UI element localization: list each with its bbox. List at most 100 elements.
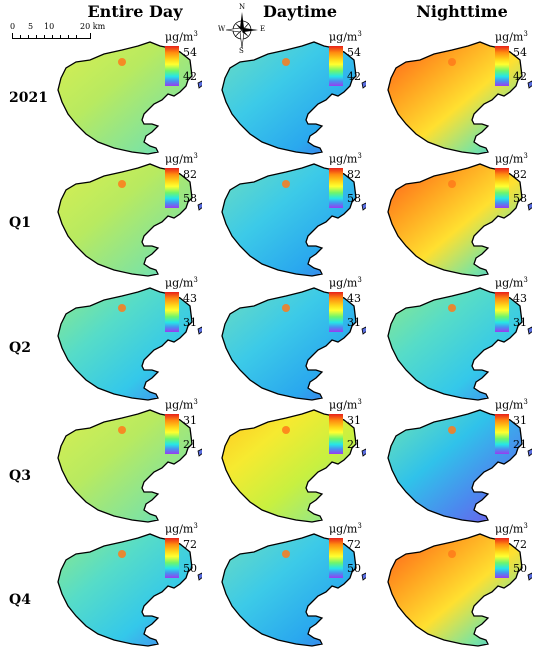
region-outline <box>221 287 357 401</box>
map-panel-2021-daytime <box>216 38 368 156</box>
scale-bar: 0 5 10 20 km <box>8 22 120 48</box>
compass-e-label: E <box>260 25 266 33</box>
map-panel-q4-daytime <box>216 530 368 648</box>
map-panel-q3-entire-day <box>52 406 204 524</box>
islet-shape <box>361 80 368 89</box>
scale-tick-20: 20 km <box>80 22 106 31</box>
legend-max-value: 43 <box>513 292 527 305</box>
legend-min-value: 58 <box>347 192 361 205</box>
compass-s-label: S <box>239 47 244 55</box>
row-label-q4: Q4 <box>9 592 31 608</box>
legend-color-bar <box>165 292 179 332</box>
legend-min-value: 58 <box>513 192 527 205</box>
islet-shape <box>361 326 368 335</box>
legend-max-value: 31 <box>183 414 197 427</box>
map-panel-q4-entire-day <box>52 530 204 648</box>
hotspot-marker <box>282 180 290 188</box>
legend-max-value: 72 <box>347 538 361 551</box>
region-fill <box>388 164 522 276</box>
legend-unit-label: μg/m3 <box>495 398 528 412</box>
column-header-entire-day: Entire Day <box>87 2 183 21</box>
region-outline <box>57 163 193 277</box>
scale-tick-10: 10 <box>44 22 55 31</box>
legend-color-bar <box>495 46 509 86</box>
region-fill <box>58 288 192 400</box>
legend-unit-label: μg/m3 <box>495 30 528 44</box>
legend-max-value: 72 <box>183 538 197 551</box>
map-panel-q3-nighttime <box>382 406 534 524</box>
map-panel-q1-daytime <box>216 160 368 278</box>
legend-min-value: 21 <box>183 438 197 451</box>
legend-max-value: 54 <box>183 46 197 59</box>
legend-color-bar <box>165 46 179 86</box>
map-panel-2021-nighttime <box>382 38 534 156</box>
region-fill <box>222 288 356 400</box>
region-fill <box>388 288 522 400</box>
hotspot-marker <box>448 304 456 312</box>
islet-shape <box>527 326 534 335</box>
scale-tick-0: 0 <box>10 22 16 31</box>
region-outline <box>221 533 357 647</box>
region-fill <box>58 164 192 276</box>
legend-max-value: 43 <box>347 292 361 305</box>
legend-unit-label: μg/m3 <box>329 30 362 44</box>
legend-color-bar <box>329 46 343 86</box>
legend-min-value: 21 <box>347 438 361 451</box>
legend-min-value: 50 <box>183 562 197 575</box>
scale-line <box>12 38 90 39</box>
region-outline <box>57 409 193 523</box>
hotspot-marker <box>118 180 126 188</box>
scale-tick-5: 5 <box>28 22 34 31</box>
legend-max-value: 54 <box>513 46 527 59</box>
legend-color-bar <box>165 414 179 454</box>
legend-min-value: 50 <box>513 562 527 575</box>
hotspot-marker <box>448 426 456 434</box>
region-outline <box>57 533 193 647</box>
region-fill <box>388 42 522 154</box>
legend-color-bar <box>495 538 509 578</box>
legend-min-value: 21 <box>513 438 527 451</box>
hotspot-marker <box>118 304 126 312</box>
legend-color-bar <box>329 414 343 454</box>
region-outline <box>221 41 357 155</box>
hotspot-marker <box>118 550 126 558</box>
legend-min-value: 50 <box>347 562 361 575</box>
region-fill <box>388 534 522 646</box>
islet-shape <box>197 572 204 581</box>
scale-ticks-graphic <box>12 33 91 39</box>
legend-max-value: 54 <box>347 46 361 59</box>
row-label-q1: Q1 <box>9 215 31 231</box>
legend-min-value: 58 <box>183 192 197 205</box>
islet-shape <box>361 572 368 581</box>
map-panel-q2-entire-day <box>52 284 204 402</box>
region-fill <box>58 534 192 646</box>
compass-rose-icon: N S W E <box>218 3 266 55</box>
region-fill <box>222 42 356 154</box>
legend-min-value: 31 <box>347 316 361 329</box>
legend-unit-label: μg/m3 <box>165 276 198 290</box>
region-fill <box>58 410 192 522</box>
legend-unit-label: μg/m3 <box>329 152 362 166</box>
hotspot-marker <box>282 58 290 66</box>
hotspot-marker <box>448 58 456 66</box>
legend-color-bar <box>329 168 343 208</box>
legend-color-bar <box>495 168 509 208</box>
hotspot-marker <box>282 426 290 434</box>
legend-color-bar <box>329 292 343 332</box>
legend-max-value: 82 <box>347 168 361 181</box>
region-fill <box>222 164 356 276</box>
legend-min-value: 42 <box>183 70 197 83</box>
legend-unit-label: μg/m3 <box>329 276 362 290</box>
region-fill <box>58 42 192 154</box>
compass-w-label: W <box>218 25 226 33</box>
islet-shape <box>197 80 204 89</box>
legend-unit-label: μg/m3 <box>165 30 198 44</box>
column-header-daytime: Daytime <box>262 2 338 21</box>
islet-shape <box>197 326 204 335</box>
legend-min-value: 42 <box>347 70 361 83</box>
map-panel-q1-nighttime <box>382 160 534 278</box>
legend-max-value: 72 <box>513 538 527 551</box>
region-outline <box>57 41 193 155</box>
legend-max-value: 31 <box>513 414 527 427</box>
islet-shape <box>361 202 368 211</box>
